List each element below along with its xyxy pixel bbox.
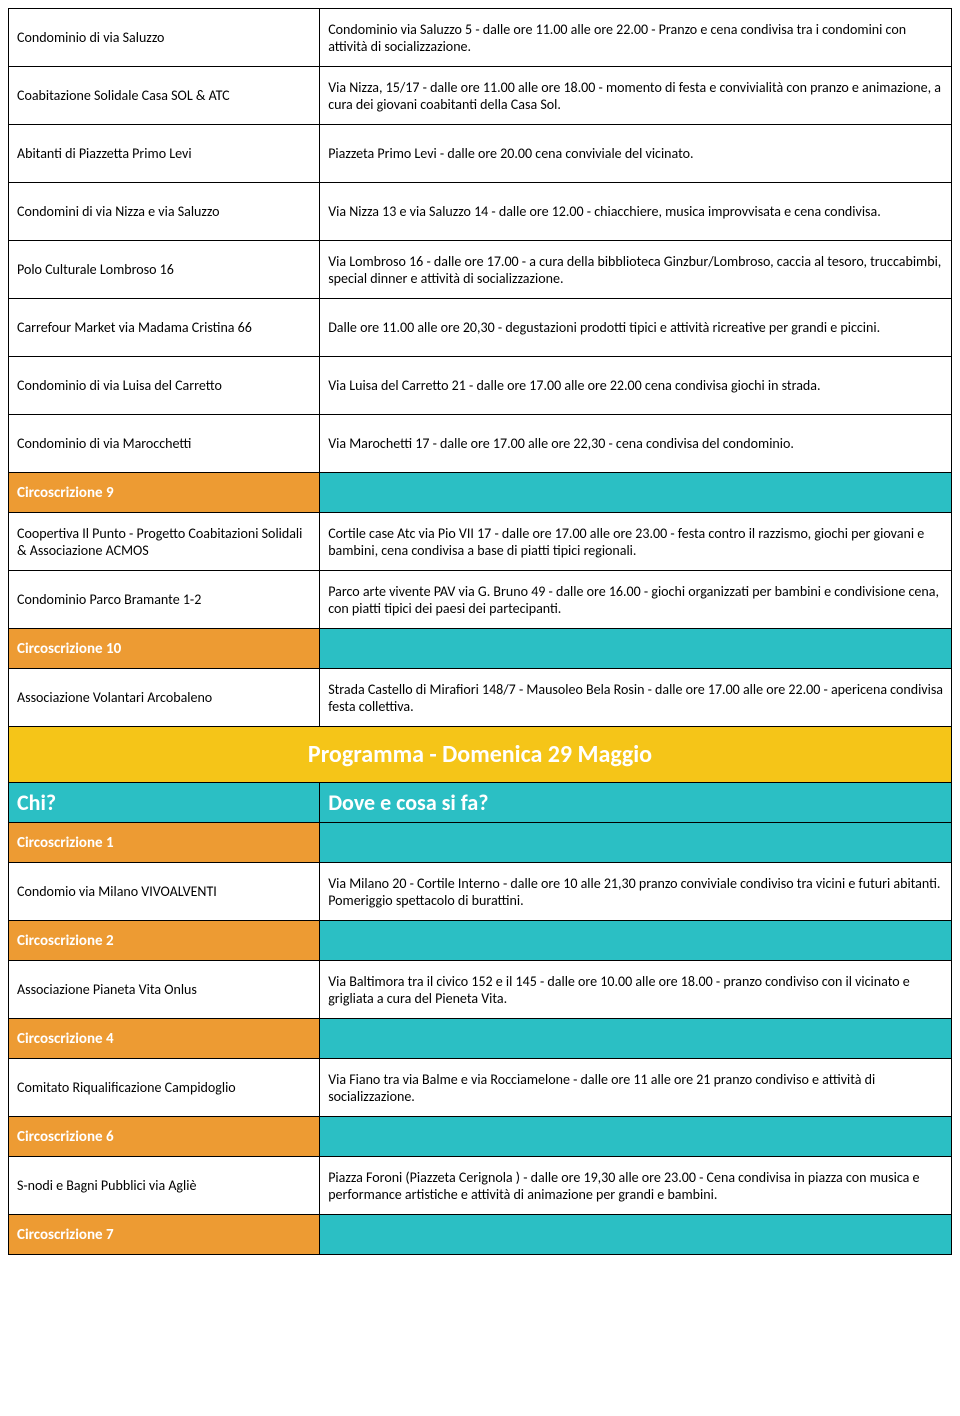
what-cell: Via Nizza 13 e via Saluzzo 14 - dalle or…: [320, 183, 952, 241]
table-row: Polo Culturale Lombroso 16Via Lombroso 1…: [9, 241, 952, 299]
table-row: Abitanti di Piazzetta Primo LeviPiazzeta…: [9, 125, 952, 183]
what-cell: Condominio via Saluzzo 5 - dalle ore 11.…: [320, 9, 952, 67]
who-cell: Condominio Parco Bramante 1-2: [9, 571, 320, 629]
table-row: Associazione Volantari ArcobalenoStrada …: [9, 669, 952, 727]
table-row: Coopertiva Il Punto - Progetto Coabitazi…: [9, 513, 952, 571]
table-row: Condominio di via MarocchettiVia Maroche…: [9, 415, 952, 473]
who-cell: Coopertiva Il Punto - Progetto Coabitazi…: [9, 513, 320, 571]
section-label: Circoscrizione 6: [9, 1117, 320, 1157]
section-spacer: [320, 823, 952, 863]
section-label: Circoscrizione 1: [9, 823, 320, 863]
who-cell: Carrefour Market via Madama Cristina 66: [9, 299, 320, 357]
what-cell: Strada Castello di Mirafiori 148/7 - Mau…: [320, 669, 952, 727]
table-row: Associazione Pianeta Vita OnlusVia Balti…: [9, 961, 952, 1019]
what-cell: Cortile case Atc via Pio VII 17 - dalle …: [320, 513, 952, 571]
what-cell: Piazza Foroni (Piazzeta Cerignola ) - da…: [320, 1157, 952, 1215]
header-what: Dove e cosa si fa?: [320, 783, 952, 823]
what-cell: Parco arte vivente PAV via G. Bruno 49 -…: [320, 571, 952, 629]
who-cell: Abitanti di Piazzetta Primo Levi: [9, 125, 320, 183]
section-spacer: [320, 473, 952, 513]
table-row: Comitato Riqualificazione CampidoglioVia…: [9, 1059, 952, 1117]
table-row: Condomini di via Nizza e via SaluzzoVia …: [9, 183, 952, 241]
section-spacer: [320, 921, 952, 961]
what-cell: Via Luisa del Carretto 21 - dalle ore 17…: [320, 357, 952, 415]
table-row: Circoscrizione 7: [9, 1215, 952, 1255]
what-cell: Dalle ore 11.00 alle ore 20,30 - degusta…: [320, 299, 952, 357]
section-spacer: [320, 1117, 952, 1157]
header-who: Chi?: [9, 783, 320, 823]
table-row: Chi?Dove e cosa si fa?: [9, 783, 952, 823]
who-cell: Condominio di via Saluzzo: [9, 9, 320, 67]
who-cell: Associazione Pianeta Vita Onlus: [9, 961, 320, 1019]
who-cell: Condomini di via Nizza e via Saluzzo: [9, 183, 320, 241]
table-row: Condominio di via Luisa del CarrettoVia …: [9, 357, 952, 415]
what-cell: Via Marochetti 17 - dalle ore 17.00 alle…: [320, 415, 952, 473]
table-row: Condominio di via SaluzzoCondominio via …: [9, 9, 952, 67]
table-row: Condomio via Milano VIVOALVENTIVia Milan…: [9, 863, 952, 921]
what-cell: Via Milano 20 - Cortile Interno - dalle …: [320, 863, 952, 921]
section-spacer: [320, 629, 952, 669]
who-cell: Condominio di via Marocchetti: [9, 415, 320, 473]
what-cell: Via Baltimora tra il civico 152 e il 145…: [320, 961, 952, 1019]
who-cell: Coabitazione Solidale Casa SOL & ATC: [9, 67, 320, 125]
section-label: Circoscrizione 9: [9, 473, 320, 513]
who-cell: Polo Culturale Lombroso 16: [9, 241, 320, 299]
section-label: Circoscrizione 4: [9, 1019, 320, 1059]
section-spacer: [320, 1019, 952, 1059]
table-row: Carrefour Market via Madama Cristina 66D…: [9, 299, 952, 357]
section-label: Circoscrizione 10: [9, 629, 320, 669]
table-row: S-nodi e Bagni Pubblici via AglièPiazza …: [9, 1157, 952, 1215]
table-row: Circoscrizione 10: [9, 629, 952, 669]
table-row: Circoscrizione 4: [9, 1019, 952, 1059]
what-cell: Via Lombroso 16 - dalle ore 17.00 - a cu…: [320, 241, 952, 299]
what-cell: Via Nizza, 15/17 - dalle ore 11.00 alle …: [320, 67, 952, 125]
table-row: Programma - Domenica 29 Maggio: [9, 727, 952, 783]
table-row: Coabitazione Solidale Casa SOL & ATCVia …: [9, 67, 952, 125]
table-row: Circoscrizione 2: [9, 921, 952, 961]
table-row: Condominio Parco Bramante 1-2Parco arte …: [9, 571, 952, 629]
who-cell: S-nodi e Bagni Pubblici via Agliè: [9, 1157, 320, 1215]
section-label: Circoscrizione 7: [9, 1215, 320, 1255]
table-row: Circoscrizione 9: [9, 473, 952, 513]
who-cell: Associazione Volantari Arcobaleno: [9, 669, 320, 727]
section-label: Circoscrizione 2: [9, 921, 320, 961]
table-row: Circoscrizione 6: [9, 1117, 952, 1157]
what-cell: Via Fiano tra via Balme e via Rocciamelo…: [320, 1059, 952, 1117]
schedule-table: Condominio di via SaluzzoCondominio via …: [8, 8, 952, 1255]
who-cell: Comitato Riqualificazione Campidoglio: [9, 1059, 320, 1117]
section-spacer: [320, 1215, 952, 1255]
who-cell: Condominio di via Luisa del Carretto: [9, 357, 320, 415]
what-cell: Piazzeta Primo Levi - dalle ore 20.00 ce…: [320, 125, 952, 183]
who-cell: Condomio via Milano VIVOALVENTI: [9, 863, 320, 921]
table-row: Circoscrizione 1: [9, 823, 952, 863]
program-title: Programma - Domenica 29 Maggio: [9, 727, 952, 783]
